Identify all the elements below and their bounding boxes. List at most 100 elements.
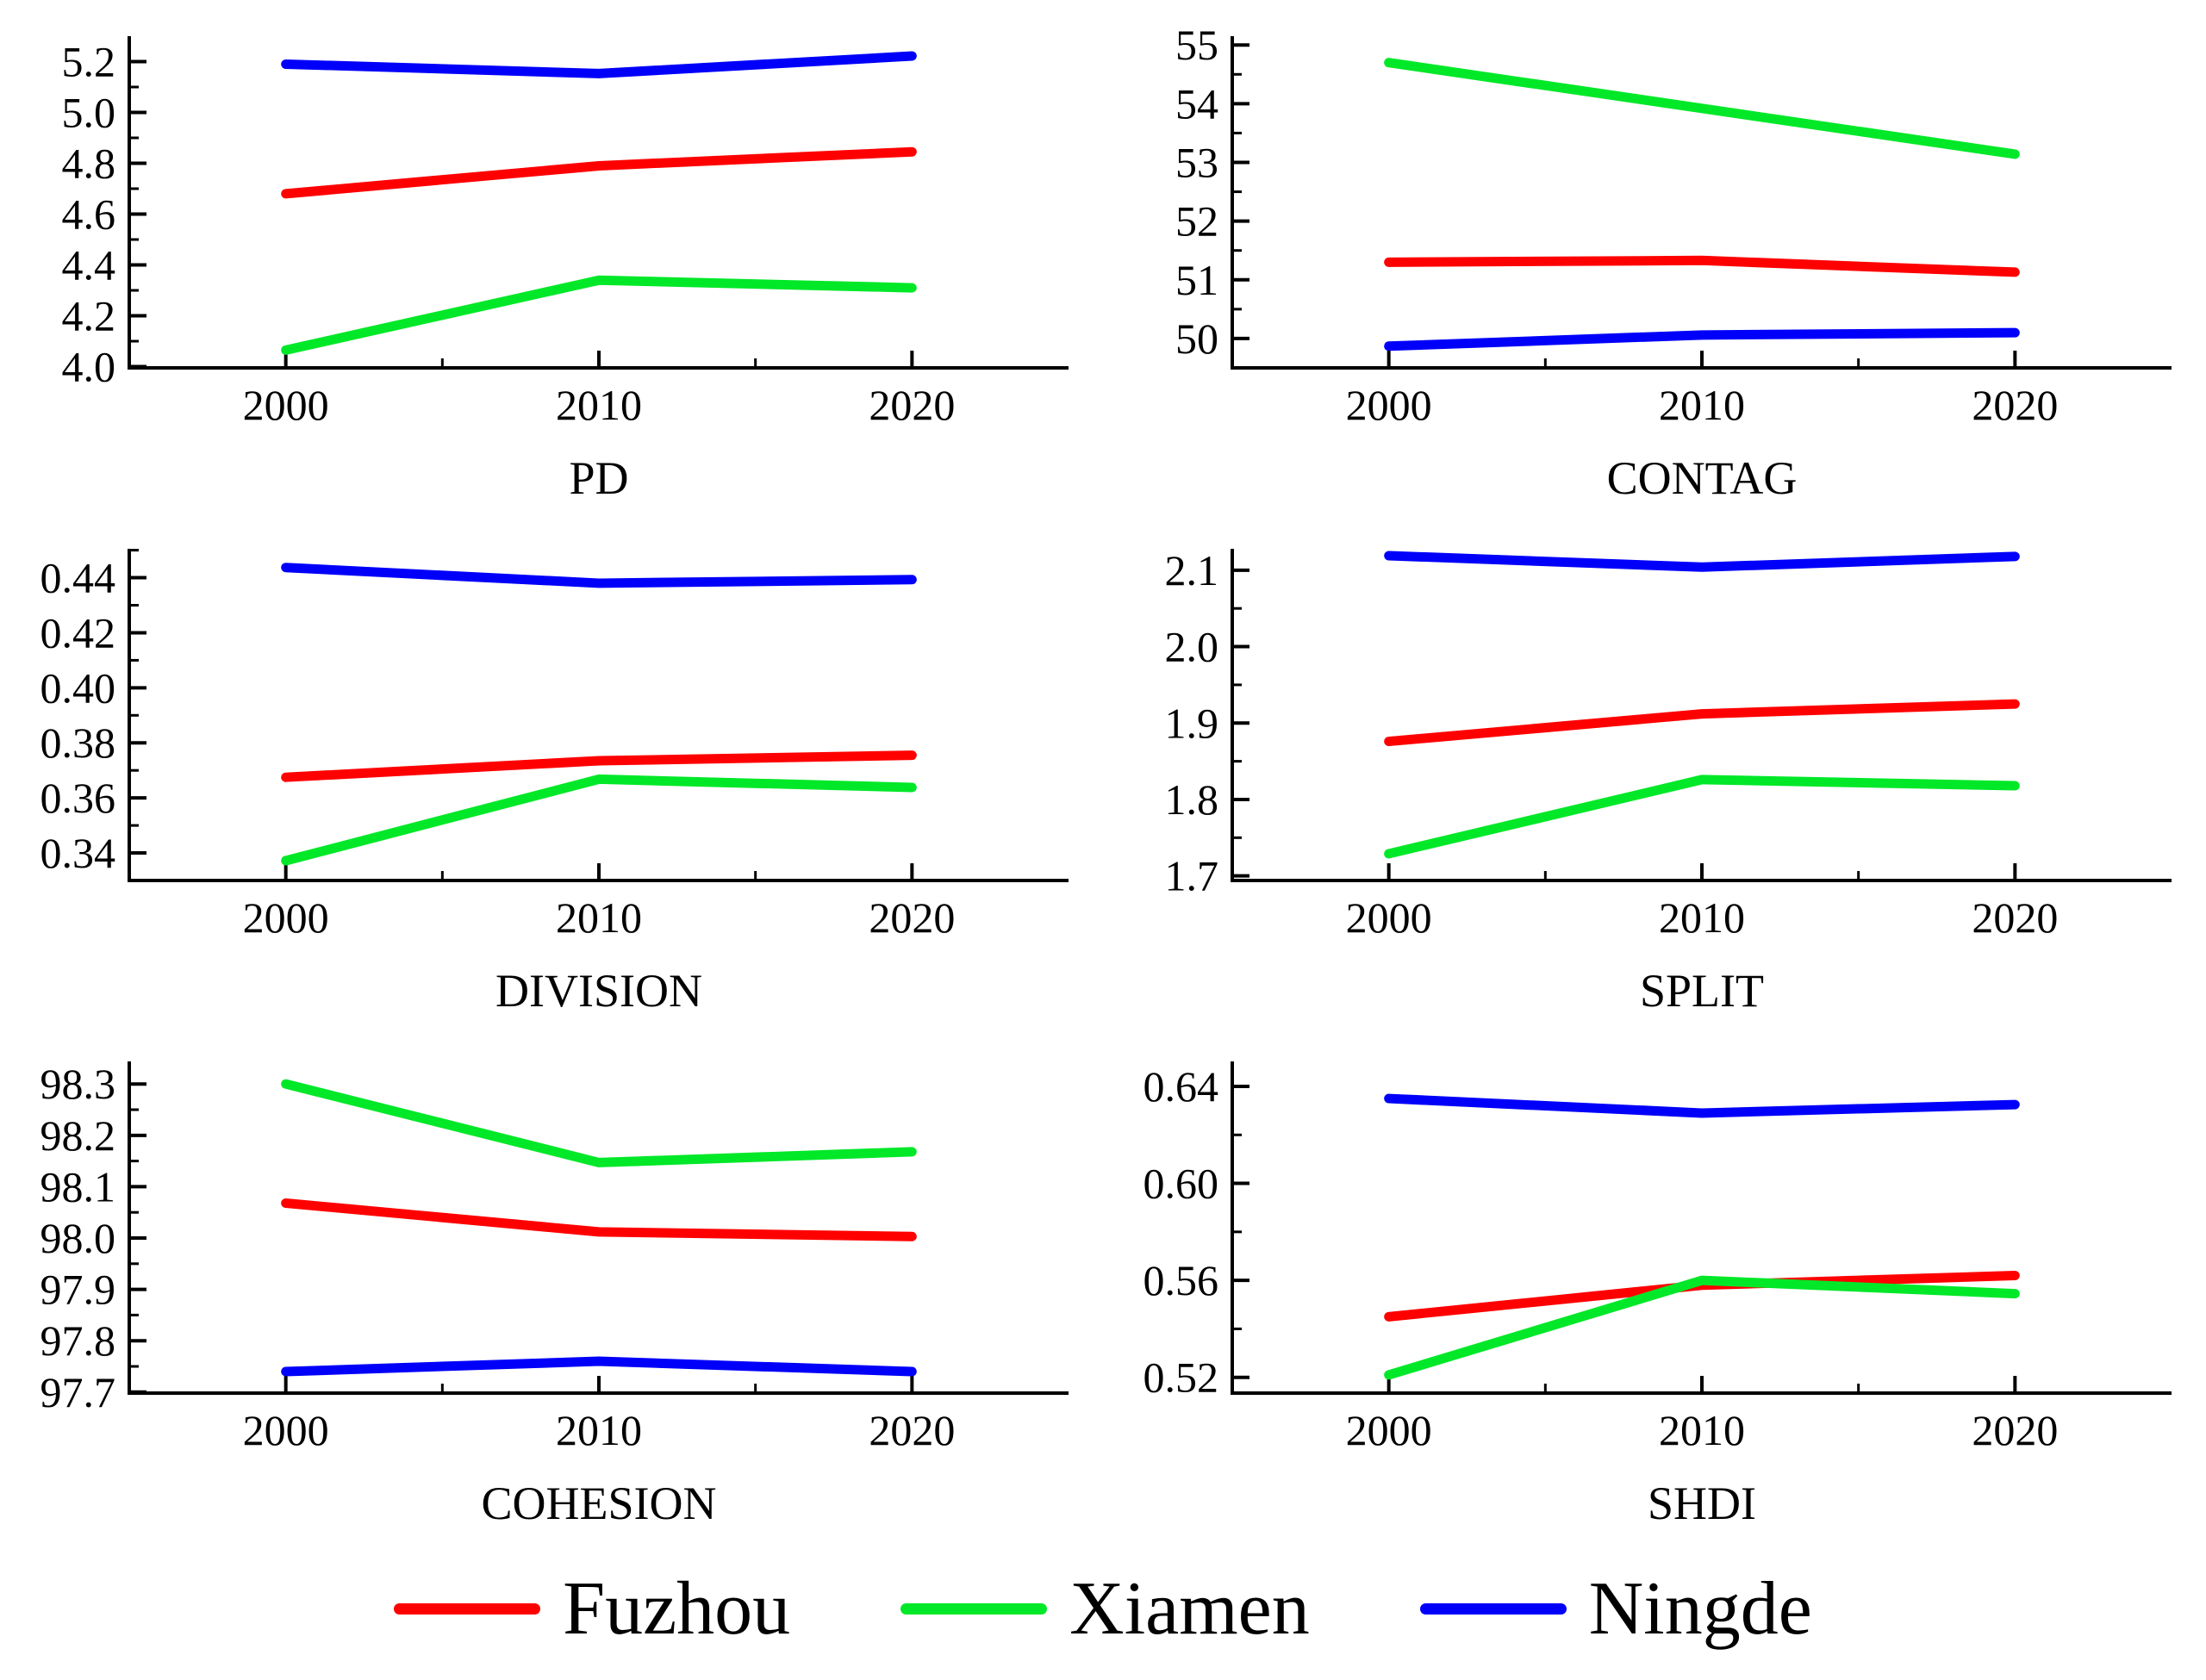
y-tick-label: 1.7 (1165, 852, 1219, 900)
series-line-ningde (1384, 327, 2020, 352)
division-chart-canvas: 2000 2010 2020 0.34 0.36 0.38 0.40 0.42 0.44 (41, 549, 1069, 942)
series-line-ningde (281, 51, 917, 78)
series-line-xiamen (281, 1079, 917, 1167)
legend: Fuzhou Xiamen Ningde (0, 1538, 2206, 1680)
subplot-title-shdi: SHDI (1647, 1478, 1756, 1529)
legend-item-ningde: Ningde (1419, 1566, 1812, 1651)
y-tick-label: 97.8 (41, 1316, 116, 1365)
contag-chart-canvas: 2000 2010 2020 50 51 52 53 54 55 (1175, 21, 2172, 429)
chart-grid: 2000 2010 2020 4.0 4.2 4.4 4.6 4.8 5.0 5.2 PD 200… (0, 0, 2206, 1538)
series-line-fuzhou (1384, 255, 2020, 277)
subplot-title-contag: CONTAG (1606, 452, 1798, 504)
series-line-ningde (1384, 551, 2020, 572)
y-tick-label: 4.6 (62, 190, 116, 239)
series-line-ningde (281, 563, 917, 588)
y-tick-label: 0.40 (41, 663, 116, 712)
series-line-xiamen (1384, 1275, 2020, 1380)
series-line-ningde (1384, 1093, 2020, 1118)
series-line-xiamen (281, 275, 917, 355)
y-tick-label: 1.9 (1165, 699, 1219, 747)
x-tick-label: 2020 (1972, 381, 2058, 429)
subplot-pd: 2000 2010 2020 4.0 4.2 4.4 4.6 4.8 5.0 5.2 PD (0, 0, 1103, 513)
series-line-ningde (281, 1356, 917, 1377)
subplot-split: 2000 2010 2020 1.7 1.8 1.9 2.0 2.1 SPLIT (1103, 513, 2206, 1025)
legend-label-xiamen: Xiamen (1069, 1566, 1310, 1651)
cohesion-chart-canvas: 2000 2010 2020 97.797.897.998.098.198.298.3 (41, 1060, 1069, 1454)
y-tick-label: 5.0 (62, 89, 116, 137)
y-tick-label: 4.2 (62, 292, 116, 340)
shdi-chart-canvas: 2000 2010 2020 0.52 0.56 0.60 0.64 (1144, 1061, 2172, 1454)
y-tick-label: 97.9 (41, 1266, 116, 1314)
split-chart-canvas: 2000 2010 2020 1.7 1.8 1.9 2.0 2.1 (1165, 546, 2172, 942)
y-tick-label: 2.0 (1165, 623, 1219, 671)
x-tick-label: 2010 (556, 1406, 642, 1454)
y-tick-label: 0.64 (1144, 1062, 1219, 1111)
x-tick-label: 2000 (243, 381, 329, 429)
x-tick-label: 2010 (556, 893, 642, 942)
x-tick-label: 2000 (1346, 1406, 1432, 1454)
subplot-title-division: DIVISION (495, 965, 702, 1017)
subplot-contag: 2000 2010 2020 50 51 52 53 54 55 CONTAG (1103, 0, 2206, 513)
x-tick-label: 2010 (1659, 381, 1745, 429)
x-tick-label: 2000 (1346, 893, 1432, 942)
y-tick-label: 0.44 (41, 554, 116, 602)
x-tick-label: 2000 (243, 1406, 329, 1454)
series-line-xiamen (1384, 775, 2020, 859)
y-tick-label: 0.36 (41, 774, 116, 822)
y-tick-label: 5.2 (62, 38, 116, 86)
y-tick-label: 0.34 (41, 829, 116, 877)
subplot-division: 2000 2010 2020 0.34 0.36 0.38 0.40 0.42 0.44 DIV… (0, 513, 1103, 1025)
subplot-title-cohesion: COHESION (481, 1478, 717, 1529)
x-tick-label: 2000 (1346, 381, 1432, 429)
legend-swatch-xiamen (900, 1603, 1048, 1615)
x-tick-label: 2000 (243, 893, 329, 942)
subplot-title-split: SPLIT (1639, 965, 1765, 1017)
y-tick-label: 0.42 (41, 608, 116, 656)
y-tick-label: 98.2 (41, 1111, 116, 1160)
y-tick-label: 52 (1175, 197, 1218, 246)
x-tick-label: 2020 (869, 893, 955, 942)
legend-swatch-ningde (1419, 1603, 1567, 1615)
y-tick-label: 98.3 (41, 1060, 116, 1108)
x-tick-label: 2020 (1972, 1406, 2058, 1454)
series-line-fuzhou (281, 750, 917, 782)
subplot-title-pd: PD (569, 452, 629, 504)
y-tick-label: 1.8 (1165, 775, 1219, 824)
y-tick-label: 97.7 (41, 1368, 116, 1416)
x-tick-label: 2010 (556, 381, 642, 429)
pd-chart-canvas: 2000 2010 2020 4.04.24.44.64.85.05.2 (62, 36, 1069, 429)
y-tick-label: 98.0 (41, 1214, 116, 1262)
series-line-xiamen (281, 774, 917, 866)
y-tick-label: 2.1 (1165, 546, 1219, 594)
x-tick-label: 2010 (1659, 1406, 1745, 1454)
y-tick-label: 4.8 (62, 140, 116, 188)
y-tick-label: 4.0 (62, 343, 116, 391)
y-tick-label: 0.60 (1144, 1160, 1219, 1208)
y-tick-label: 4.4 (62, 241, 116, 289)
x-tick-label: 2020 (1972, 893, 2058, 942)
series-line-xiamen (1384, 58, 2020, 159)
y-tick-label: 0.38 (41, 719, 116, 767)
legend-swatch-fuzhou (394, 1603, 541, 1615)
subplot-shdi: 2000 2010 2020 0.52 0.56 0.60 0.64 SHDI (1103, 1025, 2206, 1538)
y-tick-label: 0.56 (1144, 1256, 1219, 1304)
x-tick-label: 2020 (869, 381, 955, 429)
y-tick-label: 55 (1175, 21, 1218, 69)
y-tick-label: 53 (1175, 139, 1218, 187)
series-line-fuzhou (281, 1198, 917, 1241)
legend-item-fuzhou: Fuzhou (394, 1571, 790, 1647)
y-tick-label: 50 (1175, 314, 1218, 363)
y-tick-label: 0.52 (1144, 1353, 1219, 1402)
x-tick-label: 2020 (869, 1406, 955, 1454)
subplot-cohesion: 2000 2010 2020 97.7 97.8 97.9 98.0 98.1 98.2 98.3… (0, 1025, 1103, 1538)
series-line-fuzhou (1384, 699, 2020, 747)
x-tick-label: 2010 (1659, 893, 1745, 942)
y-tick-label: 54 (1175, 79, 1218, 128)
series-line-fuzhou (281, 146, 917, 199)
legend-item-xiamen: Xiamen (900, 1571, 1310, 1647)
y-tick-label: 51 (1175, 256, 1218, 304)
legend-label-ningde: Ningde (1588, 1566, 1812, 1651)
y-tick-label: 98.1 (41, 1162, 116, 1210)
legend-label-fuzhou: Fuzhou (563, 1566, 791, 1651)
